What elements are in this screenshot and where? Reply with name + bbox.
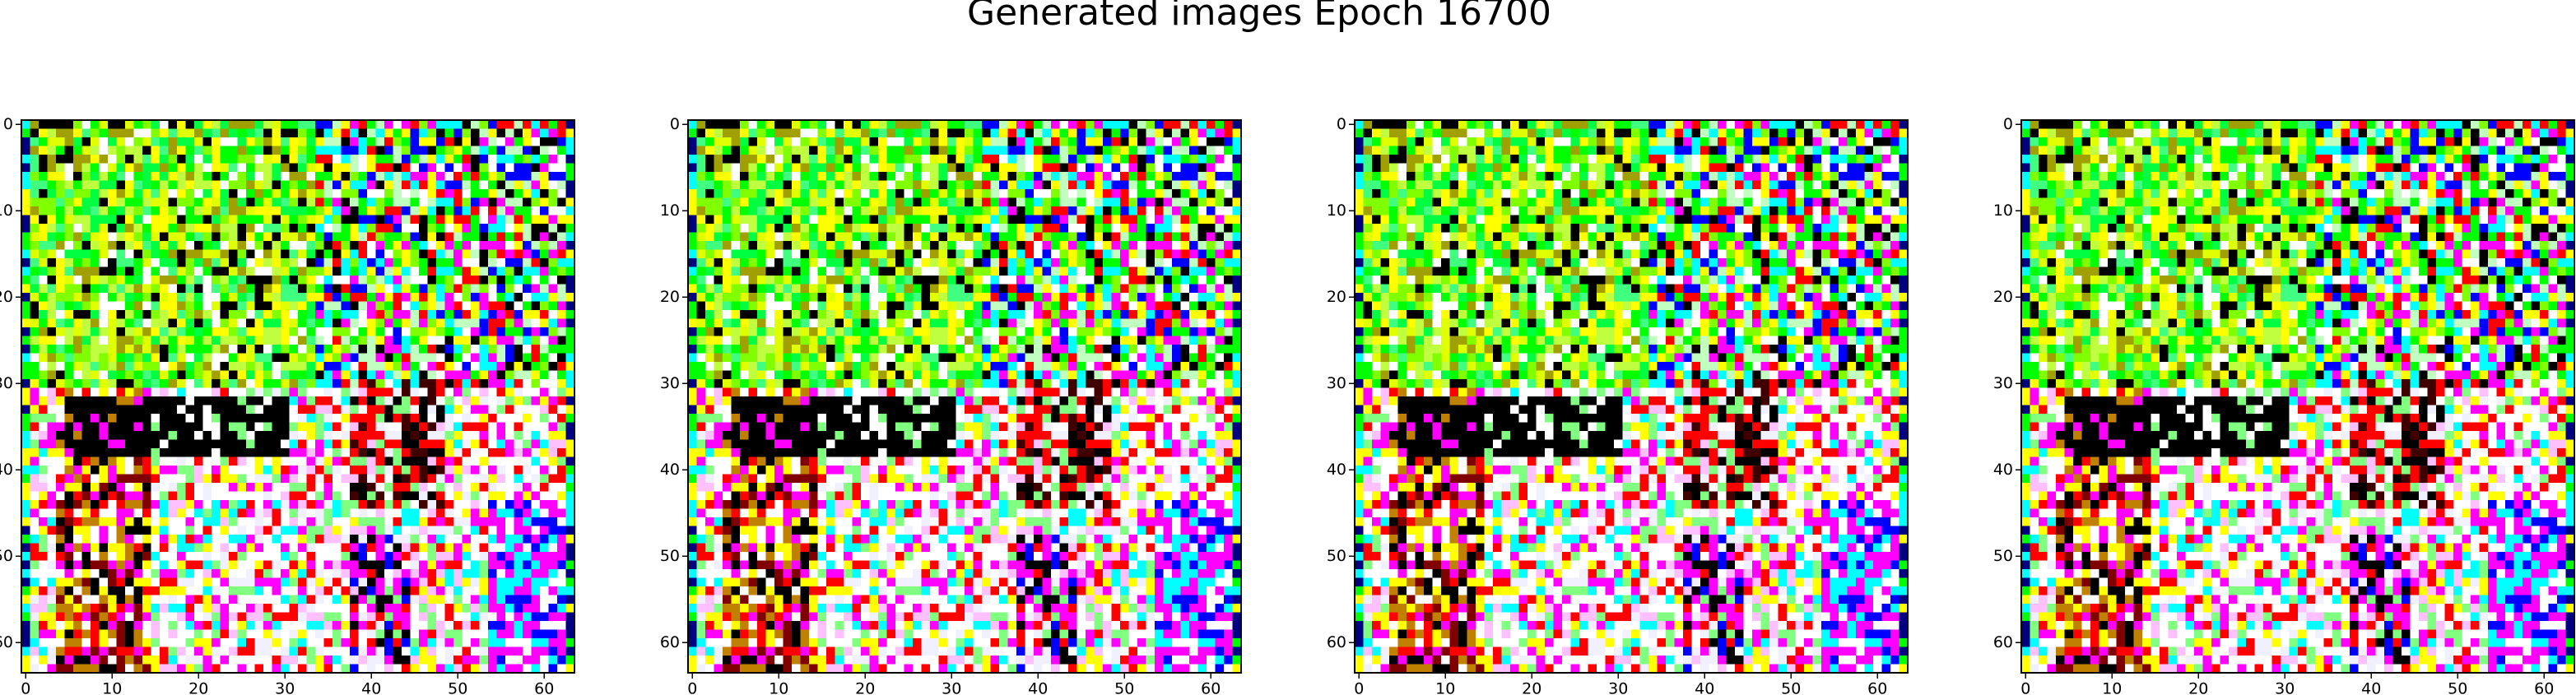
- x-tick-label: 30: [2275, 680, 2295, 695]
- y-tick-label: 30: [660, 374, 680, 392]
- y-tick-label: 50: [1993, 547, 2013, 565]
- x-tick-label: 40: [1695, 680, 1714, 695]
- subplot: 0 10 20 30 40 50 60 0 10 20 30 40 50 60: [1993, 115, 2575, 695]
- x-tick-label: 50: [448, 680, 467, 695]
- x-tick-label: 50: [2448, 680, 2467, 695]
- y-tick-label: 10: [660, 202, 680, 220]
- y-tick-label: 20: [0, 288, 13, 306]
- y-tick-label: 30: [0, 374, 13, 392]
- y-tick-label: 40: [1327, 461, 1346, 479]
- y-tick-label: 20: [660, 288, 680, 306]
- y-tick-label: 30: [1327, 374, 1346, 392]
- subplot: 0 10 20 30 40 50 60 0 10 20 30 40 50 60: [0, 115, 575, 695]
- x-tick-label: 50: [1781, 680, 1801, 695]
- axes-frame: [687, 119, 1242, 674]
- axes-frame: [21, 119, 575, 674]
- generated-image: [688, 120, 1242, 674]
- subplot: 0 10 20 30 40 50 60 0 10 20 30 40 50 60: [660, 115, 1242, 695]
- x-tick-label: 40: [1028, 680, 1048, 695]
- y-tick-label: 40: [0, 461, 13, 479]
- y-tick-label: 20: [1993, 288, 2013, 306]
- x-tick-label: 20: [2188, 680, 2208, 695]
- x-tick-label: 40: [2361, 680, 2381, 695]
- y-tick-label: 0: [3, 115, 13, 133]
- y-tick-label: 50: [660, 547, 680, 565]
- x-tick-label: 0: [2020, 680, 2030, 695]
- x-tick-label: 10: [769, 680, 788, 695]
- x-tick-label: 30: [942, 680, 961, 695]
- y-tick-label: 60: [660, 633, 680, 651]
- x-tick-label: 0: [1354, 680, 1364, 695]
- y-tick-label: 40: [1993, 461, 2013, 479]
- x-tick-label: 10: [1435, 680, 1455, 695]
- y-tick-label: 0: [1337, 115, 1346, 133]
- y-tick-label: 50: [1327, 547, 1346, 565]
- axes-frame: [1354, 119, 1909, 674]
- subplot: 0 10 20 30 40 50 60 0 10 20 30 40 50 60: [1327, 115, 1909, 695]
- y-tick-label: 60: [1993, 633, 2013, 651]
- generated-image: [21, 120, 575, 674]
- y-tick-label: 20: [1327, 288, 1346, 306]
- y-tick-label: 0: [670, 115, 680, 133]
- x-tick-label: 30: [1608, 680, 1628, 695]
- y-tick-label: 50: [0, 547, 13, 565]
- y-tick-label: 30: [1993, 374, 2013, 392]
- x-tick-label: 0: [21, 680, 30, 695]
- y-tick-label: 40: [660, 461, 680, 479]
- x-tick-label: 60: [1867, 680, 1887, 695]
- y-tick-label: 60: [1327, 633, 1346, 651]
- x-tick-label: 50: [1114, 680, 1134, 695]
- y-tick-label: 60: [0, 633, 13, 651]
- x-tick-label: 10: [2102, 680, 2122, 695]
- y-tick-label: 10: [1993, 202, 2013, 220]
- x-tick-label: 40: [361, 680, 381, 695]
- y-tick-label: 10: [1327, 202, 1346, 220]
- x-tick-label: 60: [2534, 680, 2554, 695]
- x-tick-label: 0: [687, 680, 697, 695]
- x-tick-label: 20: [855, 680, 875, 695]
- x-tick-label: 60: [534, 680, 554, 695]
- x-tick-label: 20: [1522, 680, 1541, 695]
- x-tick-label: 10: [102, 680, 122, 695]
- figure-title: Generated images Epoch 16700: [967, 0, 1551, 34]
- x-tick-label: 60: [1201, 680, 1221, 695]
- generated-image: [2021, 120, 2575, 674]
- axes-frame: [2020, 119, 2575, 674]
- generated-image: [1355, 120, 1909, 674]
- x-tick-label: 20: [188, 680, 208, 695]
- y-tick-label: 10: [0, 202, 13, 220]
- x-tick-label: 30: [275, 680, 295, 695]
- y-tick-label: 0: [2003, 115, 2013, 133]
